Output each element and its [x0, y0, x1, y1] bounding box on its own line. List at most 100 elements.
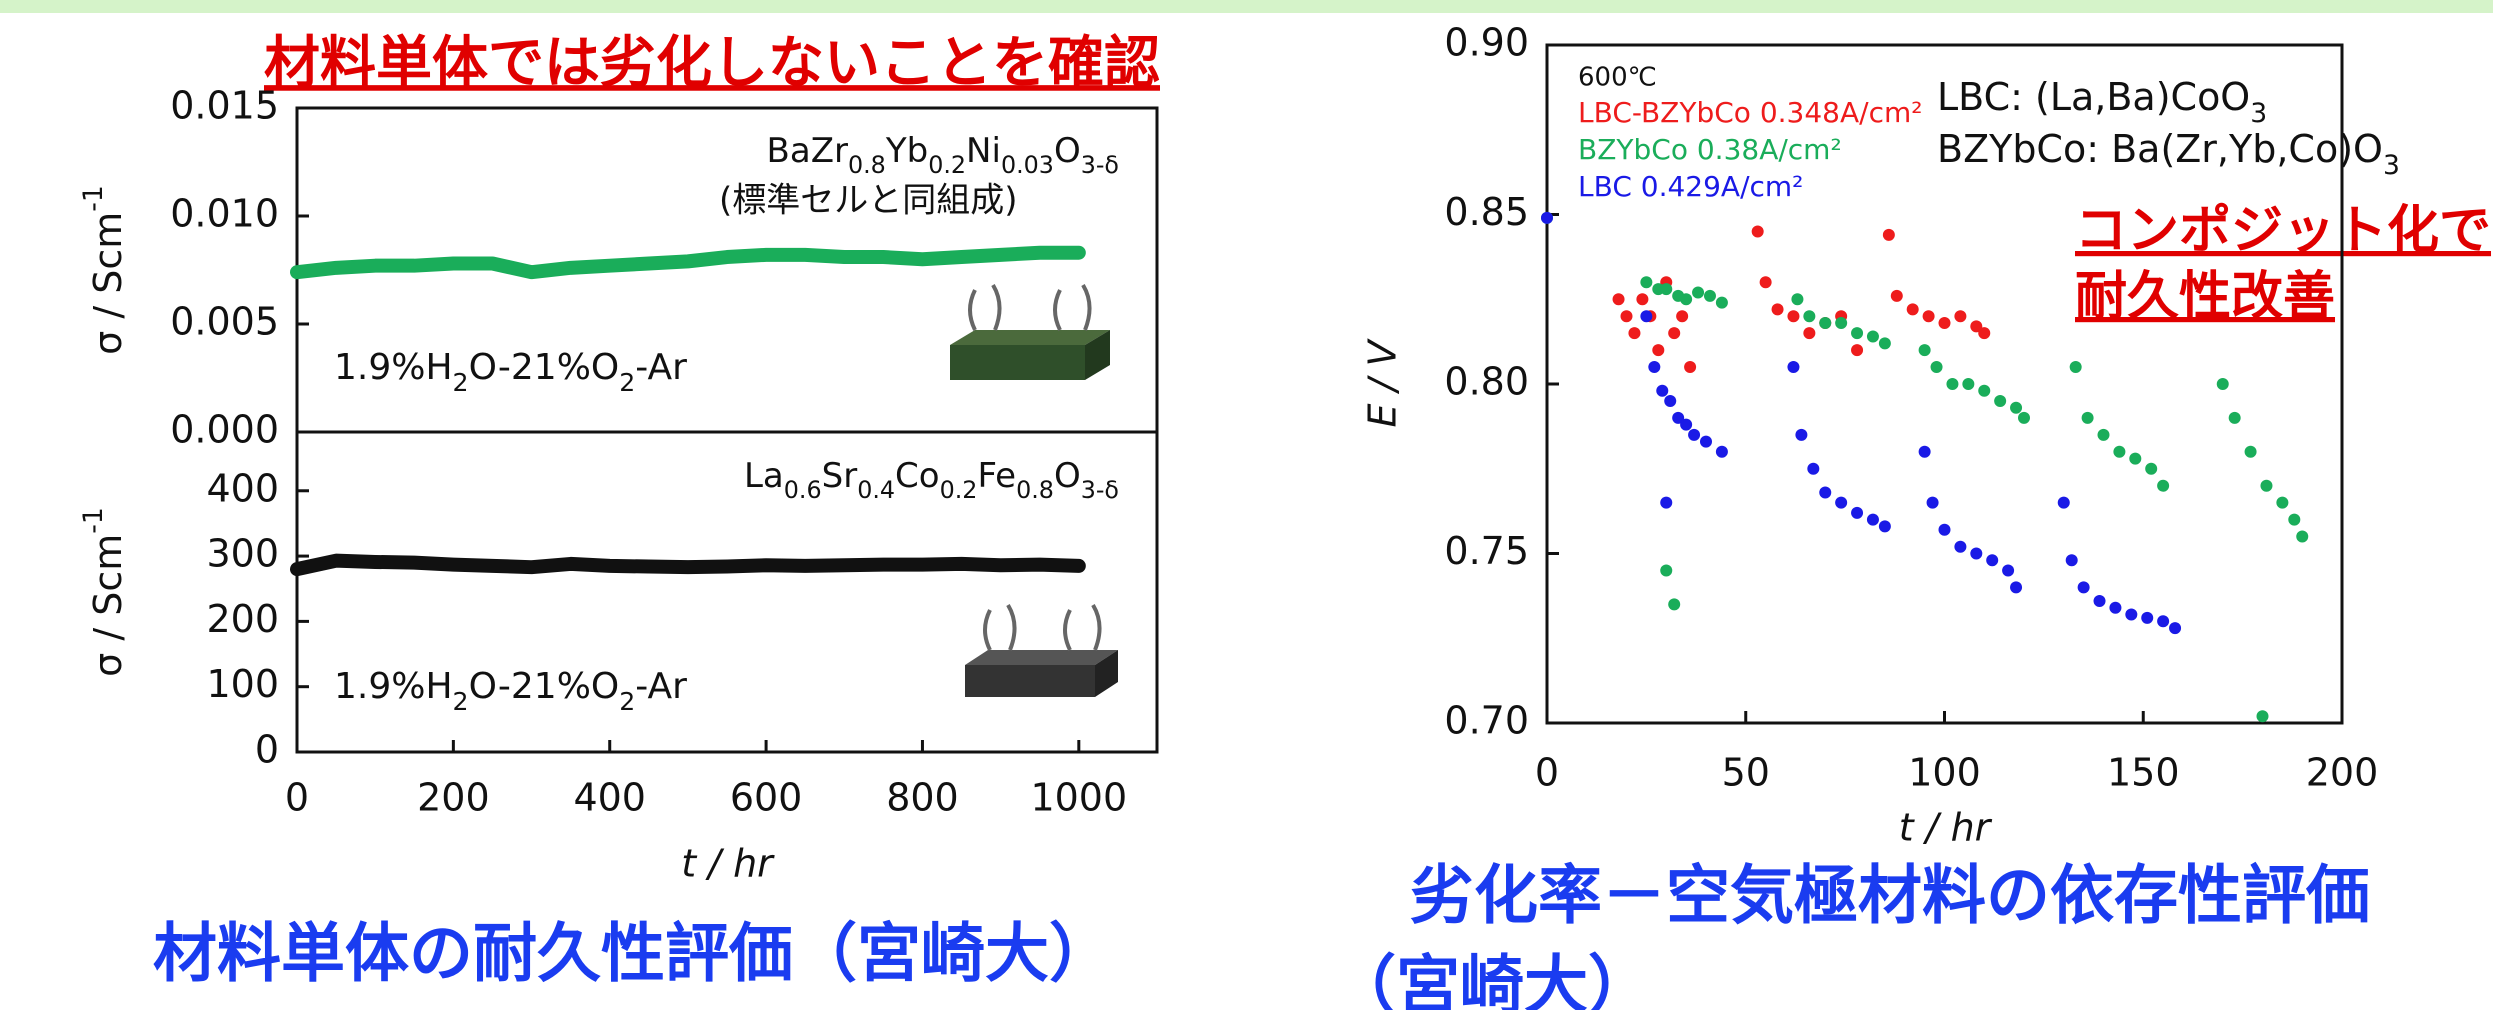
data-point: [1835, 317, 1847, 329]
condition-part: O-21%O: [469, 347, 620, 388]
condition: 1.9%H2O-21%O2-Ar: [334, 666, 687, 716]
data-point: [1664, 395, 1676, 407]
data-point: [1716, 297, 1728, 309]
data-point: [1879, 520, 1891, 532]
y-axis-label: E / V: [1361, 338, 1405, 428]
y-tick-label: 0.75: [1444, 529, 1529, 573]
formula-part: 3-δ: [1081, 151, 1119, 179]
legend-entry: LBC 0.429A/cm²: [1578, 170, 1803, 203]
data-point: [1668, 598, 1680, 610]
data-point: [1787, 361, 1799, 373]
condition-part: 1.9%H: [334, 666, 453, 707]
caption: 劣化率－空気極材料の依存性評価: [1410, 860, 2370, 934]
data-point: [1680, 293, 1692, 305]
formula-part: Yb: [885, 131, 928, 171]
condition-part: -Ar: [635, 666, 687, 707]
x-tick-label: 400: [573, 776, 646, 820]
banner: 材料単体では劣化しないことを確認: [264, 31, 1160, 96]
data-point: [1613, 293, 1625, 305]
y-tick-label: 0.90: [1444, 21, 1529, 65]
x-tick-label: 1000: [1030, 776, 1127, 820]
data-point: [1760, 276, 1772, 288]
data-point: [1803, 310, 1815, 322]
data-point: [2125, 609, 2137, 621]
formula-part: Sr: [822, 456, 858, 496]
formula-part: 0.8: [1016, 476, 1054, 504]
data-point: [2070, 361, 2082, 373]
data-point: [1648, 361, 1660, 373]
formula-part: BaZr: [767, 131, 848, 171]
x-tick-label: 100: [1908, 751, 1981, 795]
y-axis-label: σ / Scm-1: [78, 185, 130, 355]
x-axis-label: t / hr: [681, 842, 775, 886]
sample-sketch: [965, 605, 1118, 697]
x-tick-label: 0: [1535, 751, 1559, 795]
temperature: 600℃: [1578, 63, 1657, 93]
y-axis-label-part: -1: [78, 185, 109, 212]
y-tick-label: 200: [206, 597, 279, 641]
data-point: [1978, 327, 1990, 339]
formula-part: O: [1054, 131, 1081, 171]
caption: （宮崎大）: [1332, 950, 1652, 1010]
abbreviation-part: 3: [2250, 98, 2267, 129]
data-point: [2098, 429, 2110, 441]
y-axis-label-part: σ / Scm: [86, 534, 130, 677]
data-point: [1656, 385, 1668, 397]
y-tick-label: 100: [206, 662, 279, 706]
data-point: [2229, 412, 2241, 424]
data-point: [1628, 327, 1640, 339]
formula-part: 3-δ: [1081, 476, 1119, 504]
data-line: [297, 561, 1079, 569]
top-band: [0, 0, 2493, 13]
data-point: [1636, 293, 1648, 305]
sample-sketch: [950, 285, 1110, 380]
abbreviation-part: 3: [2383, 150, 2400, 181]
y-tick-label: 0.015: [170, 84, 279, 128]
data-point: [1919, 446, 1931, 458]
data-point: [2169, 622, 2181, 634]
y-tick-label: 0.80: [1444, 360, 1529, 404]
data-point: [1676, 310, 1688, 322]
data-point: [2157, 615, 2169, 627]
data-point: [2260, 480, 2272, 492]
callout: コンポジット化で: [2075, 201, 2491, 261]
condition-part: 2: [619, 687, 635, 716]
condition-part: -Ar: [635, 347, 687, 388]
data-point: [1986, 554, 1998, 566]
data-point: [1652, 344, 1664, 356]
y-axis-label: σ / Scm-1: [78, 507, 130, 677]
data-point: [1907, 303, 1919, 315]
data-point: [2217, 378, 2229, 390]
x-tick-label: 200: [2306, 751, 2379, 795]
data-point: [2245, 446, 2257, 458]
data-point: [1684, 361, 1696, 373]
data-point: [1883, 229, 1895, 241]
x-tick-label: 800: [886, 776, 959, 820]
data-point: [2129, 453, 2141, 465]
abbreviation: BZYbCo: Ba(Zr,Yb,Co)O3: [1937, 127, 2400, 182]
data-point: [1927, 497, 1939, 509]
data-point: [1867, 331, 1879, 343]
condition-part: O-21%O: [469, 666, 620, 707]
slide: 材料単体では劣化しないことを確認 材料単体の耐久性評価（宮崎大） 劣化率－空気極…: [0, 0, 2493, 1010]
data-point: [1851, 344, 1863, 356]
data-point: [1970, 548, 1982, 560]
data-point: [1931, 361, 1943, 373]
data-point: [2002, 564, 2014, 576]
data-point: [1704, 290, 1716, 302]
formula-part: Ni: [966, 131, 1001, 171]
data-point: [2082, 412, 2094, 424]
data-point: [2066, 554, 2078, 566]
data-point: [2078, 581, 2090, 593]
data-point: [1803, 327, 1815, 339]
y-tick-label: 400: [206, 466, 279, 510]
data-point: [1923, 310, 1935, 322]
data-point: [1819, 486, 1831, 498]
data-point: [2010, 581, 2022, 593]
data-point: [1752, 225, 1764, 237]
data-point: [1621, 310, 1633, 322]
data-point: [2094, 595, 2106, 607]
abbreviation-part: LBC: (La,Ba)CoO: [1937, 75, 2250, 119]
data-point: [1819, 317, 1831, 329]
formula-part: 0.2: [940, 476, 978, 504]
